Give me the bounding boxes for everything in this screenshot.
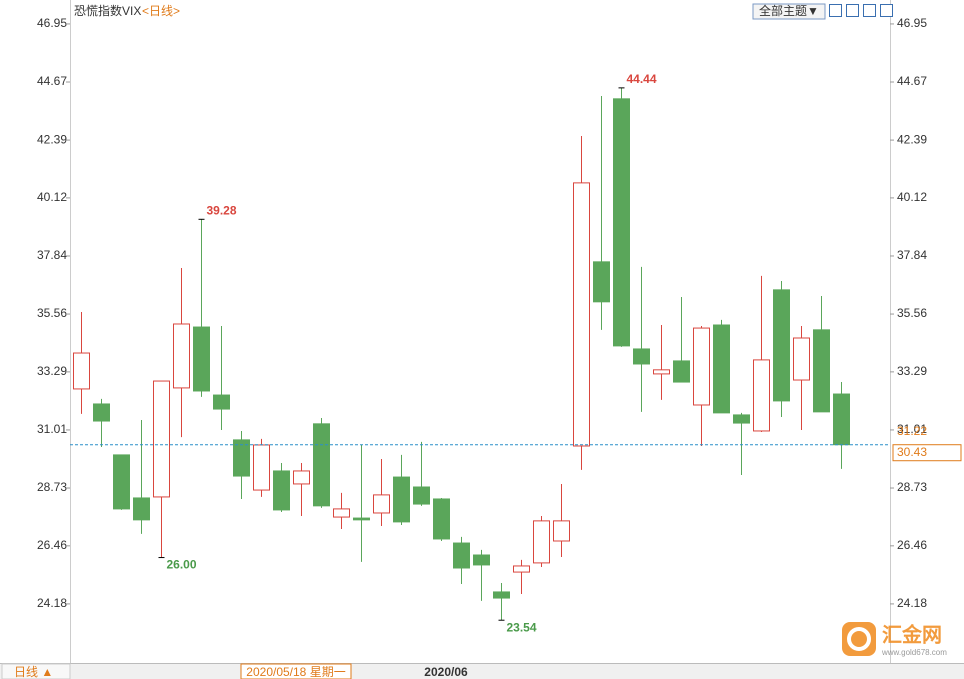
candle-body: [73, 352, 90, 390]
y-tick-label-right: 42.39: [897, 132, 927, 146]
candle-body: [353, 517, 370, 521]
crosshair-date-box: [240, 663, 352, 679]
last-price-box: [892, 444, 962, 462]
y-tick-label-right: 46.95: [897, 16, 927, 30]
watermark-url: www.gold678.com: [881, 648, 947, 657]
candle-body: [193, 326, 210, 392]
y-tick-label: 35.56: [37, 306, 67, 320]
candle-body: [93, 403, 110, 422]
y-tick-label-right: 28.73: [897, 480, 927, 494]
candle-body: [273, 470, 290, 511]
candle-body: [233, 439, 250, 477]
candle-body: [313, 423, 330, 507]
candle-body: [593, 261, 610, 303]
candle-body: [513, 565, 530, 573]
theme-button[interactable]: 全部主题▼: [759, 3, 819, 18]
candle-body: [573, 182, 590, 447]
candle-body: [413, 486, 430, 505]
period-button-box[interactable]: [1, 663, 71, 679]
candle-body: [473, 554, 490, 566]
candle-body: [833, 393, 850, 446]
bottom-bar: [0, 663, 964, 679]
ref-price-label: 31.22: [897, 424, 927, 438]
candle-body: [293, 470, 310, 485]
y-tick-label-right: 37.84: [897, 248, 927, 262]
y-tick-label-right: 31.01: [897, 422, 927, 436]
watermark-name: 汇金网: [882, 622, 942, 646]
y-tick-label-right: 35.56: [897, 306, 927, 320]
candle-body: [113, 454, 130, 510]
y-tick-label-right: 40.12: [897, 190, 927, 204]
y-tick-label: 46.95: [37, 16, 67, 30]
candle-body: [773, 289, 790, 402]
y-tick-label-right: 24.18: [897, 596, 927, 610]
candle-body: [813, 329, 830, 413]
candle-body: [653, 369, 670, 375]
period-button[interactable]: 日线 ▲: [14, 665, 53, 679]
y-tick-label: 37.84: [37, 248, 67, 262]
extreme-label: 39.28: [207, 203, 237, 217]
candle-body: [253, 444, 270, 491]
last-price-label: 30.43: [897, 445, 927, 459]
candle-body: [153, 380, 170, 498]
extreme-label: 26.00: [167, 558, 197, 572]
y-tick-label: 44.67: [37, 74, 67, 88]
candle-body: [213, 394, 230, 410]
candle-body: [693, 327, 710, 406]
candle-body: [493, 591, 510, 599]
candle-body: [613, 98, 630, 347]
chart-title: 恐慌指数VIX: [74, 3, 141, 18]
candle-body: [633, 348, 650, 365]
candle-body: [713, 324, 730, 414]
y-tick-label-right: 33.29: [897, 364, 927, 378]
candle-body: [533, 520, 550, 564]
y-tick-label: 24.18: [37, 596, 67, 610]
candle-body: [453, 542, 470, 569]
candle-body: [393, 476, 410, 523]
period-link[interactable]: <日线>: [142, 4, 180, 18]
candle-body: [553, 520, 570, 542]
y-tick-label-right: 44.67: [897, 74, 927, 88]
candle-body: [753, 359, 770, 432]
watermark: 汇金网 www.gold678.com: [842, 622, 947, 657]
candle-body: [173, 323, 190, 389]
candle-body: [373, 494, 390, 514]
candle-body: [333, 508, 350, 518]
candle-body: [433, 498, 450, 540]
month-label: 2020/06: [424, 665, 468, 679]
y-tick-label: 28.73: [37, 480, 67, 494]
crosshair-date: 2020/05/18 星期一: [246, 665, 345, 679]
toolbar-icons[interactable]: [829, 4, 893, 17]
y-tick-label-right: 26.46: [897, 538, 927, 552]
y-tick-label: 40.12: [37, 190, 67, 204]
extreme-label: 23.54: [507, 620, 537, 634]
theme-button-box[interactable]: [752, 3, 826, 20]
candle-body: [733, 414, 750, 424]
candle-body: [793, 337, 810, 381]
y-tick-label: 42.39: [37, 132, 67, 146]
y-tick-label: 26.46: [37, 538, 67, 552]
candle-body: [673, 360, 690, 383]
y-tick-label: 31.01: [37, 422, 67, 436]
candle-body: [133, 497, 150, 521]
extreme-label: 44.44: [627, 72, 657, 86]
y-tick-label: 33.29: [37, 364, 67, 378]
